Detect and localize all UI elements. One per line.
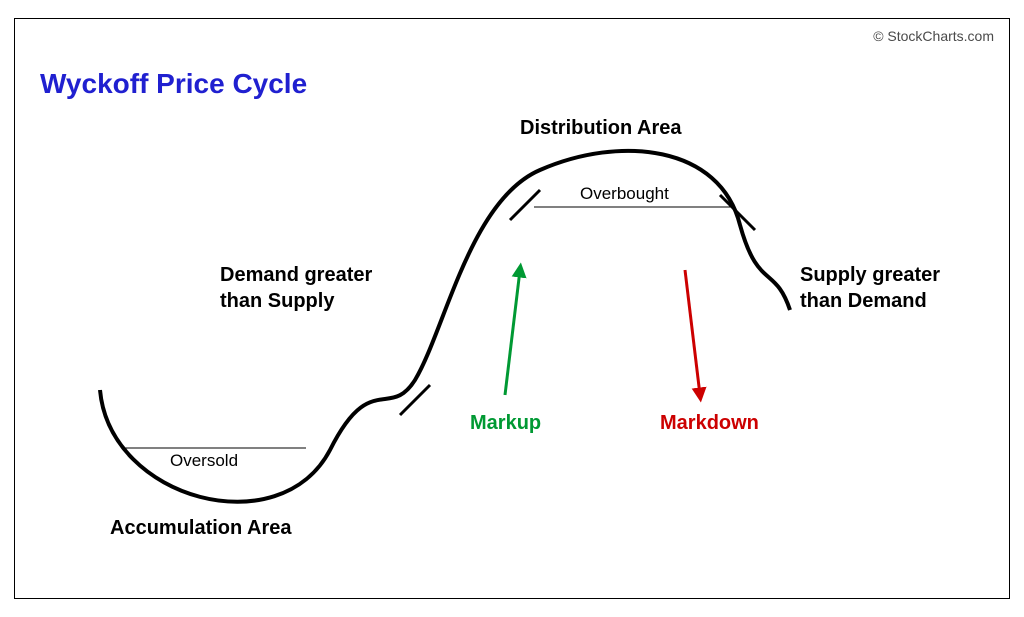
oversold-label: Oversold [170, 450, 238, 472]
markdown-label: Markdown [660, 410, 759, 436]
demand-greater-label: Demand greater than Supply [220, 262, 400, 314]
overbought-label: Overbought [580, 183, 669, 205]
supply-greater-label: Supply greater than Demand [800, 262, 960, 314]
accumulation-area-label: Accumulation Area [110, 515, 292, 541]
attribution-text: © StockCharts.com [873, 28, 994, 44]
markup-label: Markup [470, 410, 541, 436]
diagram-title: Wyckoff Price Cycle [40, 68, 307, 100]
distribution-area-label: Distribution Area [520, 115, 682, 141]
